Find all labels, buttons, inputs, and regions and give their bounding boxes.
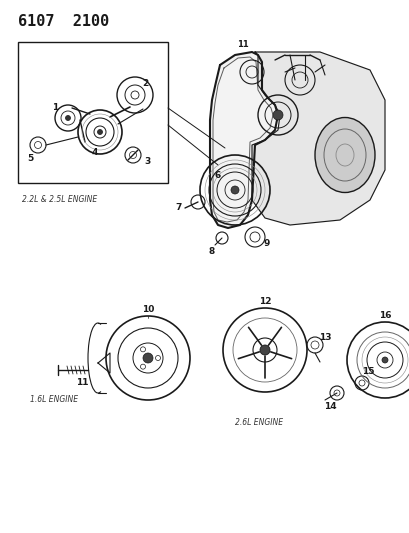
Text: 5: 5 — [27, 154, 33, 163]
Circle shape — [381, 357, 387, 363]
Text: 6107  2100: 6107 2100 — [18, 14, 109, 29]
Text: 1: 1 — [52, 102, 58, 111]
Polygon shape — [209, 52, 277, 228]
Circle shape — [97, 130, 102, 134]
Text: 16: 16 — [378, 311, 390, 319]
Circle shape — [259, 345, 270, 355]
Text: 11: 11 — [236, 39, 248, 49]
Text: 14: 14 — [323, 402, 335, 411]
Text: 2: 2 — [142, 78, 148, 87]
Text: 1.6L ENGINE: 1.6L ENGINE — [30, 395, 78, 404]
Circle shape — [65, 116, 70, 120]
Circle shape — [143, 353, 153, 363]
Text: 6: 6 — [214, 171, 220, 180]
Text: 11: 11 — [76, 378, 88, 387]
Text: 3: 3 — [144, 157, 151, 166]
Bar — [18, 42, 168, 183]
Polygon shape — [252, 52, 384, 225]
Text: 2.2L & 2.5L ENGINE: 2.2L & 2.5L ENGINE — [22, 195, 97, 204]
Text: 2.6L ENGINE: 2.6L ENGINE — [234, 418, 283, 427]
Text: 9: 9 — [263, 239, 270, 248]
Text: 13: 13 — [318, 334, 330, 343]
Text: 15: 15 — [361, 367, 373, 376]
Text: 10: 10 — [142, 305, 154, 314]
Circle shape — [230, 186, 238, 194]
Text: 12: 12 — [258, 297, 271, 306]
Text: 7: 7 — [175, 203, 182, 212]
Circle shape — [272, 110, 282, 120]
Text: 4: 4 — [92, 148, 98, 157]
Ellipse shape — [314, 117, 374, 192]
Text: 8: 8 — [208, 246, 215, 255]
